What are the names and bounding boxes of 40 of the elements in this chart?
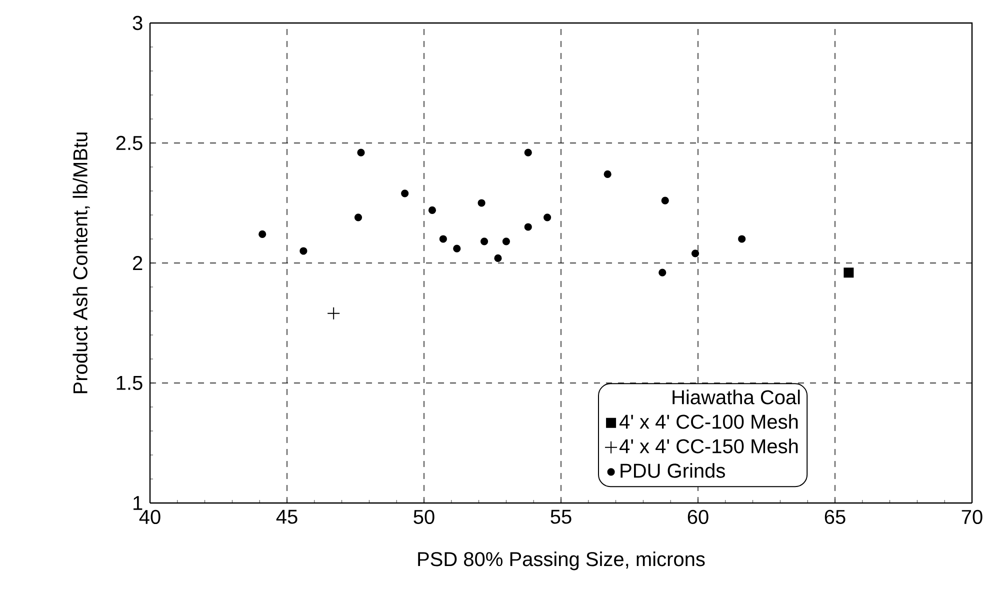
point [524, 148, 532, 156]
x-tick-label: 55 [550, 510, 572, 524]
point [453, 244, 461, 252]
x-tick-label: 70 [962, 510, 982, 524]
x-tick-label: 45 [276, 510, 298, 524]
legend-label: 4' x 4' CC-100 Mesh [619, 414, 798, 429]
point [439, 235, 447, 243]
point [327, 306, 340, 320]
point [401, 190, 409, 198]
point [480, 238, 488, 246]
y-tick-label: 1 [134, 496, 142, 510]
legend-label: 4' x 4' CC-150 Mesh [619, 438, 798, 454]
point [661, 196, 669, 204]
y-tick-label: 2.5 [116, 136, 142, 150]
point [738, 235, 746, 243]
legend-title: Hiawatha Coal [672, 390, 800, 404]
point [844, 268, 854, 278]
point [300, 247, 308, 255]
x-tick-label: 40 [139, 510, 160, 524]
x-tick-label: 50 [414, 510, 434, 524]
x-axis-title: PSD 80% Passing Size, microns [418, 552, 705, 570]
point [354, 214, 362, 222]
point [258, 230, 266, 238]
point [658, 268, 666, 276]
point [691, 250, 700, 258]
y-tick-label: 3 [132, 16, 142, 30]
x-tick-label: 60 [688, 510, 708, 524]
x-tick-label: 65 [824, 510, 846, 524]
point [524, 223, 532, 231]
point [357, 148, 365, 156]
y-tick-label: 1.5 [116, 376, 142, 390]
point [502, 238, 510, 246]
point [494, 254, 502, 262]
point [428, 206, 436, 214]
y-axis-title: Product Ash Content, lb/MBtu [72, 132, 90, 394]
point [544, 214, 552, 222]
point [478, 199, 486, 207]
point [604, 170, 612, 178]
legend-label: PDU Grinds [620, 463, 725, 478]
y-tick-label: 2 [133, 256, 142, 270]
